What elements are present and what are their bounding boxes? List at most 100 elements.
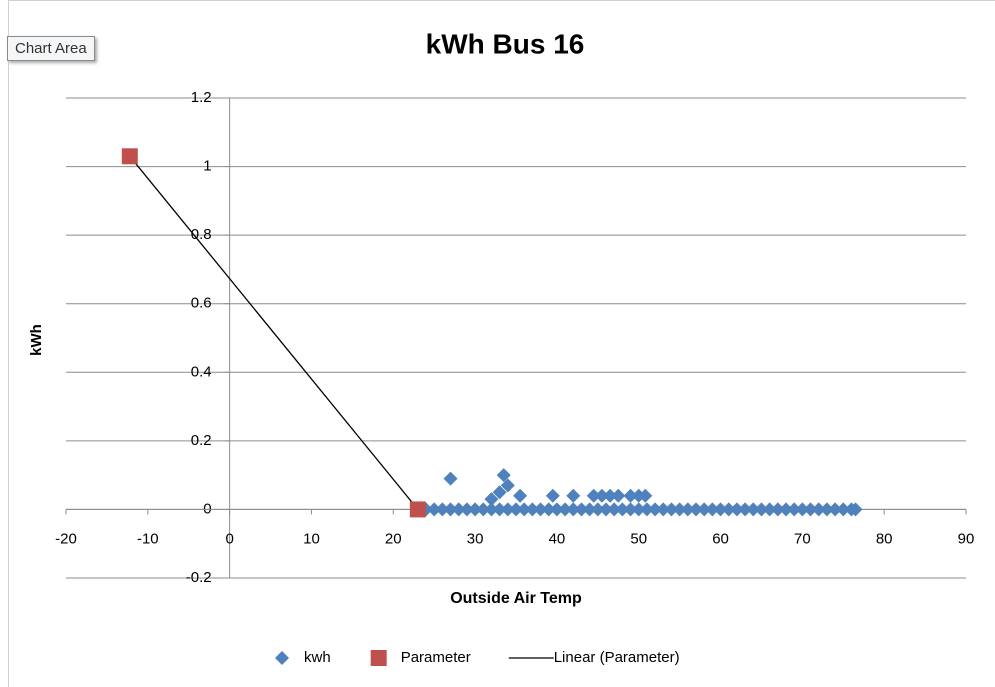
data-point bbox=[664, 502, 679, 517]
y-tick-label: -0.2 bbox=[186, 569, 212, 586]
y-tick-label: 0.2 bbox=[191, 432, 212, 449]
y-tick-label: 0.4 bbox=[191, 363, 212, 380]
data-point bbox=[533, 502, 548, 517]
data-point bbox=[427, 502, 442, 517]
chart-area[interactable] bbox=[8, 0, 995, 687]
data-point bbox=[713, 502, 728, 517]
data-point bbox=[496, 468, 511, 483]
x-tick-label: 60 bbox=[712, 530, 729, 547]
data-point bbox=[615, 502, 630, 517]
data-point bbox=[607, 502, 622, 517]
y-tick-label: 1 bbox=[203, 158, 211, 175]
data-point bbox=[611, 488, 626, 503]
legend-label: Linear (Parameter) bbox=[554, 649, 680, 666]
data-point bbox=[721, 502, 736, 517]
data-point bbox=[509, 502, 523, 517]
data-point bbox=[639, 502, 654, 517]
data-point bbox=[492, 502, 507, 517]
data-point bbox=[787, 502, 802, 517]
x-tick-label: 30 bbox=[467, 530, 484, 547]
data-point bbox=[590, 502, 605, 517]
data-point bbox=[705, 502, 720, 517]
y-axis-label: kWh bbox=[28, 324, 45, 356]
data-point bbox=[599, 502, 613, 517]
data-point bbox=[574, 502, 589, 517]
data-point bbox=[545, 488, 560, 503]
data-point bbox=[819, 502, 834, 517]
legend-marker bbox=[370, 650, 387, 666]
data-point bbox=[811, 502, 826, 517]
x-tick-label: 50 bbox=[630, 530, 647, 547]
data-point bbox=[435, 502, 450, 517]
x-tick-label: 0 bbox=[225, 530, 233, 547]
data-point bbox=[476, 502, 491, 517]
data-point bbox=[582, 502, 597, 517]
data-point bbox=[638, 488, 653, 503]
data-point bbox=[451, 502, 466, 517]
data-point bbox=[443, 502, 458, 517]
data-point bbox=[648, 502, 663, 517]
x-tick-label: 70 bbox=[794, 530, 811, 547]
data-point bbox=[623, 502, 638, 517]
data-point bbox=[443, 471, 458, 486]
x-tick-label: 10 bbox=[303, 530, 320, 547]
data-point bbox=[779, 502, 793, 517]
legend-marker bbox=[275, 651, 289, 665]
data-point bbox=[729, 502, 744, 517]
data-point bbox=[541, 502, 556, 517]
chart-title: kWh Bus 16 bbox=[426, 28, 585, 59]
data-point bbox=[586, 488, 601, 503]
data-point bbox=[492, 485, 507, 500]
y-tick-label: 1.2 bbox=[191, 89, 212, 106]
x-tick-label: 80 bbox=[876, 530, 893, 547]
data-point bbox=[697, 502, 712, 517]
y-tick-label: 0.8 bbox=[191, 226, 212, 243]
data-point bbox=[484, 502, 499, 517]
data-point bbox=[594, 488, 609, 503]
data-point bbox=[566, 488, 581, 503]
x-tick-label: -20 bbox=[55, 530, 77, 547]
data-point bbox=[549, 502, 564, 517]
x-tick-label: -10 bbox=[137, 530, 159, 547]
data-point bbox=[754, 502, 769, 517]
data-point bbox=[656, 502, 671, 517]
data-point bbox=[500, 478, 515, 493]
data-point bbox=[762, 502, 777, 517]
data-point bbox=[566, 502, 581, 517]
data-point bbox=[680, 502, 695, 517]
data-point bbox=[795, 502, 810, 517]
tooltip: Chart Area bbox=[7, 36, 95, 61]
data-point bbox=[803, 502, 818, 517]
data-point bbox=[770, 502, 785, 517]
data-point bbox=[500, 502, 515, 517]
data-point bbox=[525, 502, 540, 517]
data-point bbox=[746, 502, 761, 517]
data-point bbox=[848, 502, 863, 517]
data-point bbox=[623, 488, 638, 503]
data-point bbox=[689, 502, 703, 517]
trendline bbox=[129, 155, 419, 510]
x-axis-label: Outside Air Temp bbox=[450, 590, 582, 607]
data-point bbox=[836, 502, 851, 517]
x-tick-label: 90 bbox=[958, 530, 975, 547]
y-tick-label: 0 bbox=[203, 500, 211, 517]
data-point bbox=[828, 502, 843, 517]
data-point bbox=[672, 502, 687, 517]
data-point bbox=[631, 502, 646, 517]
legend-label: Parameter bbox=[401, 649, 471, 666]
x-tick-label: 20 bbox=[385, 530, 402, 547]
data-point bbox=[513, 488, 528, 503]
data-point bbox=[409, 501, 426, 518]
data-point bbox=[558, 502, 573, 517]
data-point bbox=[484, 492, 499, 507]
data-point bbox=[603, 488, 618, 503]
data-point bbox=[468, 502, 483, 517]
x-tick-label: 40 bbox=[549, 530, 566, 547]
data-point bbox=[517, 502, 532, 517]
data-point bbox=[738, 502, 753, 517]
data-point bbox=[121, 148, 138, 165]
data-point bbox=[459, 502, 474, 517]
